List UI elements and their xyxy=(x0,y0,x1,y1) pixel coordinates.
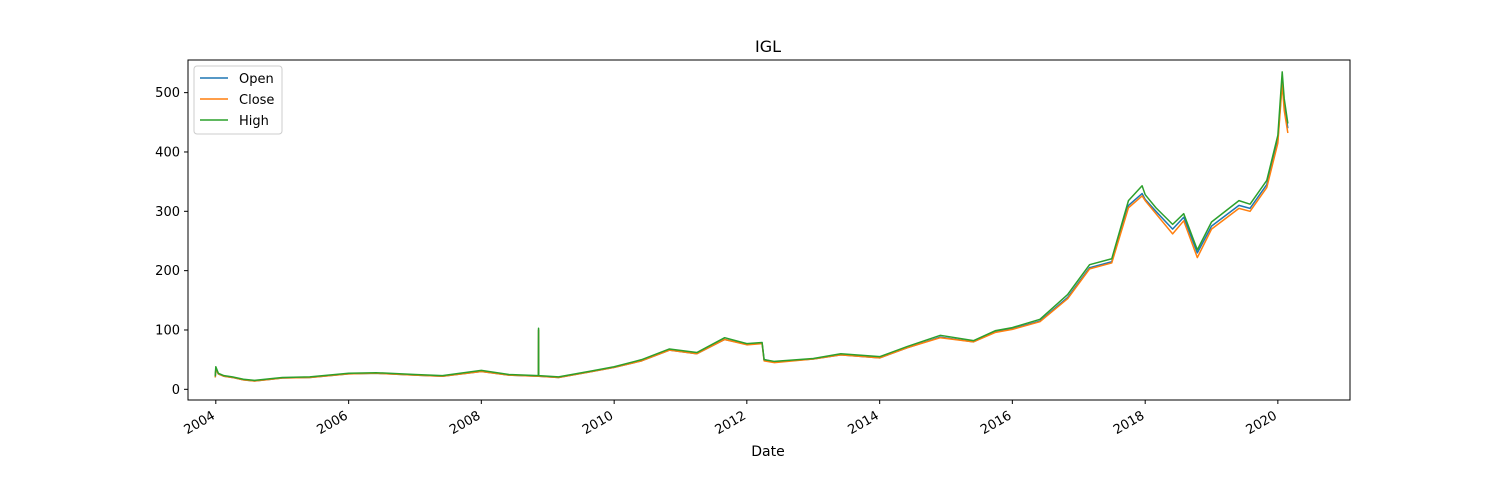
y-tick-label: 0 xyxy=(172,383,180,398)
x-axis-label: Date xyxy=(751,444,784,460)
y-tick-label: 400 xyxy=(155,145,180,160)
x-tick-label: 2020 xyxy=(1244,408,1280,438)
x-tick-label: 2004 xyxy=(182,408,218,438)
x-tick-label: 2008 xyxy=(447,408,483,438)
x-tick-label: 2014 xyxy=(846,408,882,438)
y-tick-label: 100 xyxy=(155,323,180,338)
legend-label-high: High xyxy=(239,114,269,129)
y-tick-label: 500 xyxy=(155,86,180,101)
series-line-close xyxy=(214,82,1289,382)
y-axis: 0 100 200 300 400 500 xyxy=(155,86,188,398)
chart-title: IGL xyxy=(755,37,781,56)
plot-frame xyxy=(187,59,1351,401)
y-tick-label: 300 xyxy=(155,205,180,220)
plot-area xyxy=(214,71,1289,382)
x-tick-label: 2006 xyxy=(314,408,350,438)
series-line-high xyxy=(214,71,1289,382)
y-tick-label: 200 xyxy=(155,264,180,279)
x-tick-label: 2016 xyxy=(978,408,1014,438)
x-axis: 2004 2006 2008 2010 2012 2014 2016 2018 2020 xyxy=(182,400,1280,438)
legend-label-close: Close xyxy=(239,93,274,108)
legend-box xyxy=(193,65,283,135)
x-tick-label: 2010 xyxy=(580,408,616,438)
series-line-open xyxy=(214,80,1289,382)
x-tick-label: 2018 xyxy=(1111,408,1147,438)
x-tick-label: 2012 xyxy=(713,408,749,438)
legend: Open Close High xyxy=(193,65,283,135)
legend-label-open: Open xyxy=(239,72,274,87)
